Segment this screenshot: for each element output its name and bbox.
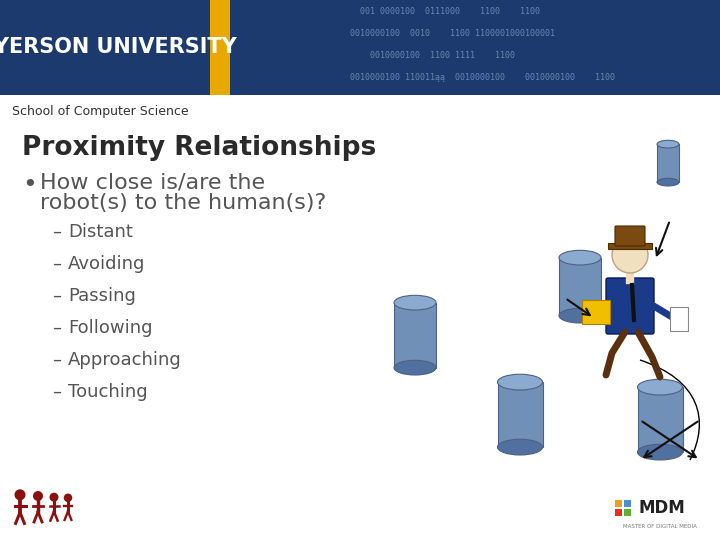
Text: MASTER OF DIGITAL MEDIA: MASTER OF DIGITAL MEDIA: [623, 523, 697, 529]
Text: robot(s) to the human(s)?: robot(s) to the human(s)?: [40, 193, 326, 213]
Bar: [615, 500, 622, 507]
Bar: [394, 302, 436, 368]
Text: 0010000100  0010    1100 1100001000100001: 0010000100 0010 1100 1100001000100001: [350, 30, 555, 38]
Text: Following: Following: [68, 319, 153, 337]
Bar: [670, 307, 688, 331]
Bar: [582, 300, 610, 324]
Ellipse shape: [637, 379, 683, 395]
Text: –: –: [52, 255, 61, 273]
Text: Approaching: Approaching: [68, 351, 181, 369]
Text: School of Computer Science: School of Computer Science: [12, 105, 189, 118]
Circle shape: [612, 237, 648, 273]
Bar: [624, 500, 631, 507]
Bar: [0, 0, 720, 95]
Circle shape: [33, 491, 43, 501]
Ellipse shape: [498, 374, 542, 390]
Bar: [559, 258, 601, 316]
FancyBboxPatch shape: [615, 226, 645, 246]
Text: –: –: [52, 223, 61, 241]
Text: –: –: [52, 383, 61, 401]
Text: 0010000100 110011ąą  0010000100    0010000100    1100: 0010000100 110011ąą 0010000100 001000010…: [350, 73, 615, 83]
Circle shape: [14, 489, 25, 500]
Text: –: –: [52, 287, 61, 305]
Ellipse shape: [559, 308, 601, 323]
Ellipse shape: [637, 444, 683, 460]
Text: Avoiding: Avoiding: [68, 255, 145, 273]
Ellipse shape: [394, 295, 436, 310]
Bar: [615, 509, 622, 516]
Text: Proximity Relationships: Proximity Relationships: [22, 135, 377, 161]
Text: How close is/are the: How close is/are the: [40, 172, 265, 192]
Text: RYERSON UNIVERSITY: RYERSON UNIVERSITY: [0, 37, 237, 57]
Text: MDM: MDM: [639, 499, 685, 517]
Text: Passing: Passing: [68, 287, 136, 305]
Bar: [498, 382, 542, 447]
FancyBboxPatch shape: [606, 278, 654, 334]
Ellipse shape: [394, 360, 436, 375]
Text: Touching: Touching: [68, 383, 148, 401]
Text: •: •: [22, 173, 37, 197]
Ellipse shape: [657, 178, 679, 186]
Text: –: –: [52, 351, 61, 369]
Bar: [637, 387, 683, 452]
Ellipse shape: [559, 251, 601, 265]
Text: –: –: [52, 319, 61, 337]
Bar: [210, 0, 230, 95]
Text: Distant: Distant: [68, 223, 133, 241]
Circle shape: [64, 494, 72, 502]
Text: 0010000100  1100 1111    1100: 0010000100 1100 1111 1100: [350, 51, 515, 60]
FancyBboxPatch shape: [608, 243, 652, 249]
Ellipse shape: [657, 140, 679, 148]
Text: 001 0000100  0111000    1100    1100: 001 0000100 0111000 1100 1100: [350, 8, 540, 17]
Circle shape: [50, 492, 58, 502]
Bar: [657, 144, 679, 182]
Ellipse shape: [498, 439, 542, 455]
Bar: [624, 509, 631, 516]
